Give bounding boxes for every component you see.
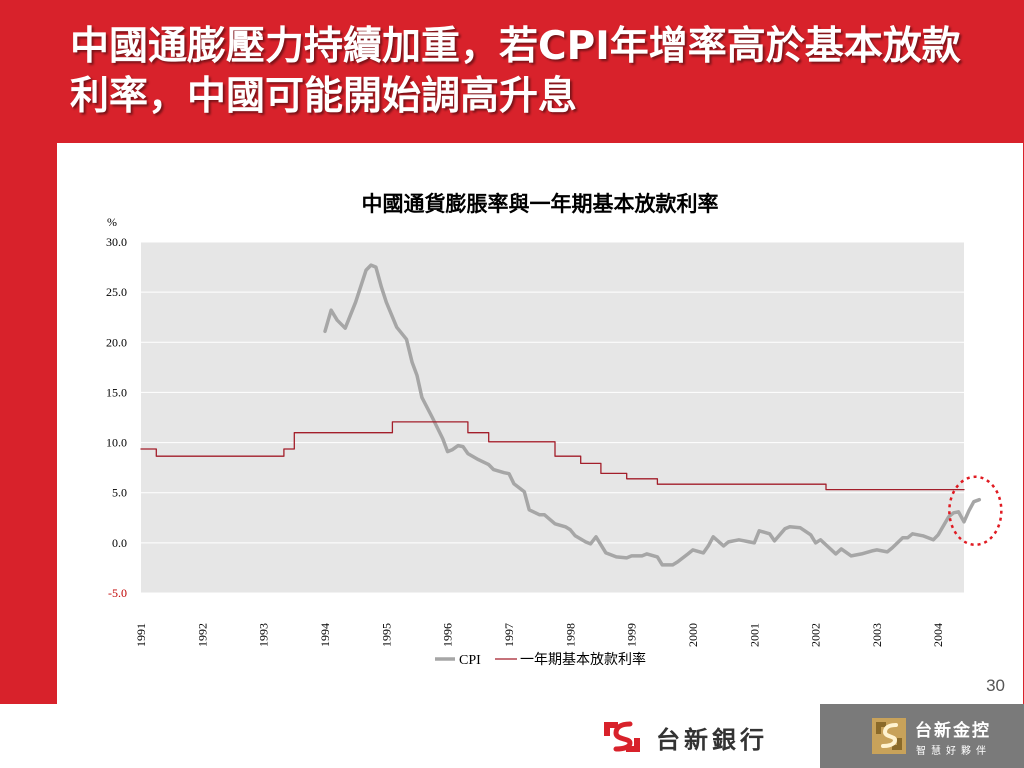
y-tick-label: 5.0 — [112, 486, 127, 500]
x-tick-label: 1995 — [379, 623, 393, 647]
x-tick-label: 1991 — [134, 623, 148, 647]
y-tick-label: 10.0 — [106, 436, 127, 450]
y-axis-label: % — [107, 215, 117, 229]
legend-label-rate: 一年期基本放款利率 — [520, 651, 646, 668]
slide-title: 中國通膨壓力持續加重，若CPI年增率高於基本放款利率，中國可能開始調高升息 — [70, 24, 961, 119]
x-tick-label: 2001 — [747, 623, 761, 647]
taishin-holdings-logo-icon — [872, 718, 906, 754]
y-tick-label: 25.0 — [106, 285, 127, 299]
y-tick-label: 30.0 — [106, 235, 127, 249]
x-tick-label: 1998 — [563, 623, 577, 647]
y-tick-label: 15.0 — [106, 385, 127, 399]
x-tick-label: 1996 — [441, 623, 455, 647]
holdings-slogan: 智慧好夥伴 — [916, 746, 991, 757]
x-tick-label: 2003 — [870, 623, 884, 647]
footer: 台新銀行 台新金控 智慧好夥伴 — [0, 704, 1024, 768]
x-tick-label: 1999 — [625, 623, 639, 647]
bank-logo: 台新銀行 — [600, 718, 768, 756]
x-tick-label: 1993 — [257, 623, 271, 647]
x-tick-label: 2000 — [686, 623, 700, 647]
rate-line — [140, 421, 965, 491]
holdings-box: 台新金控 智慧好夥伴 — [820, 704, 1024, 768]
y-tick-label: 20.0 — [106, 335, 127, 349]
highlight-circle — [948, 475, 1003, 547]
x-tick-label: 2004 — [931, 623, 945, 647]
x-tick-label: 1997 — [502, 623, 516, 647]
x-tick-label: 1992 — [195, 623, 209, 647]
legend-label-cpi: CPI — [459, 653, 481, 668]
bank-name: 台新銀行 — [656, 725, 768, 754]
chart-panel: 中國通貨膨脹率與一年期基本放款利率% 30.0 25.0 20.0 15.0 10.0 5.… — [57, 143, 1023, 704]
taishin-bank-logo-icon — [600, 718, 644, 756]
plot-area — [141, 242, 964, 593]
page-number: 30 — [986, 676, 1005, 695]
y-tick-label: -5.0 — [108, 586, 127, 600]
holdings-name: 台新金控 — [915, 721, 991, 741]
x-tick-label: 1994 — [318, 623, 332, 647]
y-tick-label: 0.0 — [112, 536, 127, 550]
cpi-line — [323, 263, 982, 567]
chart-title: 中國通貨膨脹率與一年期基本放款利率 — [362, 191, 719, 216]
x-tick-label: 2002 — [809, 623, 823, 647]
chart: 中國通貨膨脹率與一年期基本放款利率% 30.0 25.0 20.0 15.0 10.0 5.… — [106, 191, 1003, 668]
